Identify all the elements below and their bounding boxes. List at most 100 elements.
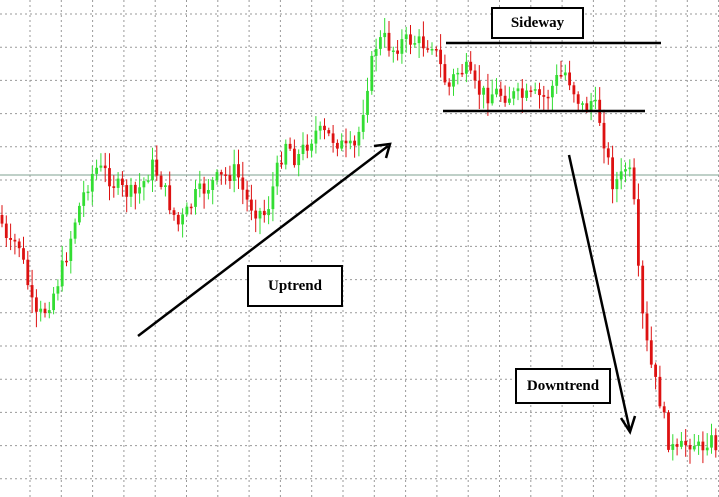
candle-up <box>697 441 700 446</box>
candle-up <box>456 72 460 75</box>
candle-up <box>198 183 202 189</box>
candle-down <box>426 48 430 50</box>
candle-up <box>185 206 189 215</box>
candle-down <box>688 445 692 450</box>
candle-down <box>714 435 718 451</box>
candle-up <box>52 293 55 311</box>
candlestick-series <box>0 18 718 464</box>
candle-up <box>430 49 434 51</box>
candle-down <box>422 36 425 49</box>
candle-up <box>533 89 537 91</box>
candle-down <box>43 308 47 314</box>
candle-down <box>559 75 563 77</box>
annotation-sideway: Sideway <box>491 7 584 39</box>
candle-down <box>327 130 331 134</box>
candle-up <box>314 130 318 144</box>
candle-down <box>585 103 589 111</box>
candle-up <box>563 72 567 76</box>
candle-up <box>301 144 305 154</box>
candle-down <box>477 80 481 95</box>
candle-up <box>275 162 279 187</box>
candle-down <box>353 140 356 146</box>
candle-down <box>654 364 657 377</box>
candle-down <box>189 206 193 209</box>
candle-up <box>73 222 77 239</box>
candle-up <box>628 167 632 170</box>
candle-down <box>546 96 550 99</box>
candle-up <box>619 171 623 180</box>
candle-up <box>671 444 675 450</box>
candle-down <box>443 64 447 83</box>
candle-up <box>400 39 404 54</box>
candle-up <box>56 286 60 294</box>
candle-up <box>710 435 713 448</box>
candle-down <box>645 313 649 341</box>
candle-down <box>331 133 335 143</box>
candle-up <box>452 74 455 87</box>
candle-up <box>589 101 593 111</box>
candle-down <box>293 148 296 166</box>
candle-down <box>520 88 524 98</box>
candle-down <box>241 177 245 190</box>
candle-down <box>396 50 399 54</box>
candle-down <box>434 49 438 51</box>
candle-down <box>305 144 309 151</box>
candle-down <box>108 168 111 187</box>
candle-up <box>516 88 520 92</box>
candle-down <box>0 215 4 224</box>
candle-up <box>138 187 141 194</box>
candle-down <box>176 214 180 225</box>
candle-down <box>469 61 473 71</box>
candle-down <box>503 95 507 103</box>
candle-down <box>611 157 614 190</box>
candle-down <box>4 223 8 238</box>
candle-down <box>237 164 240 178</box>
candle-down <box>172 210 176 215</box>
candle-down <box>9 238 12 240</box>
candle-up <box>267 209 270 216</box>
candle-up <box>366 90 369 115</box>
candle-down <box>17 241 21 249</box>
candle-down <box>30 285 34 298</box>
candle-down <box>675 444 679 447</box>
candle-up <box>99 165 103 168</box>
candle-down <box>250 199 253 211</box>
candle-down <box>228 175 232 181</box>
candle-down <box>667 412 670 450</box>
candle-down <box>245 189 249 200</box>
candle-down <box>262 210 266 216</box>
annotation-downtrend: Downtrend <box>515 368 611 404</box>
candle-up <box>370 55 374 91</box>
candle-down <box>473 70 477 81</box>
candle-up <box>705 447 709 451</box>
candle-up <box>297 154 301 166</box>
candle-down <box>125 185 129 197</box>
candle-up <box>624 169 627 172</box>
candle-up <box>310 143 313 151</box>
candle-down <box>133 184 137 194</box>
candle-down <box>641 265 645 314</box>
candle-up <box>39 308 43 312</box>
candle-down <box>121 178 124 185</box>
candle-down <box>572 85 576 95</box>
candle-down <box>460 72 464 75</box>
candle-down <box>632 167 636 200</box>
candle-down <box>159 175 163 187</box>
candle-up <box>215 172 219 181</box>
candle-down <box>447 82 451 87</box>
candle-up <box>391 50 395 52</box>
candle-down <box>576 94 580 104</box>
candle-down <box>602 122 606 149</box>
candle-up <box>211 180 215 190</box>
annotation-uptrend: Uptrend <box>247 265 343 307</box>
candle-up <box>151 159 154 181</box>
candle-down <box>344 140 348 144</box>
candle-up <box>142 181 146 188</box>
candle-down <box>219 172 223 175</box>
candle-down <box>529 90 533 92</box>
candle-down <box>658 376 662 407</box>
candle-up <box>581 103 584 105</box>
candle-up <box>271 186 275 210</box>
